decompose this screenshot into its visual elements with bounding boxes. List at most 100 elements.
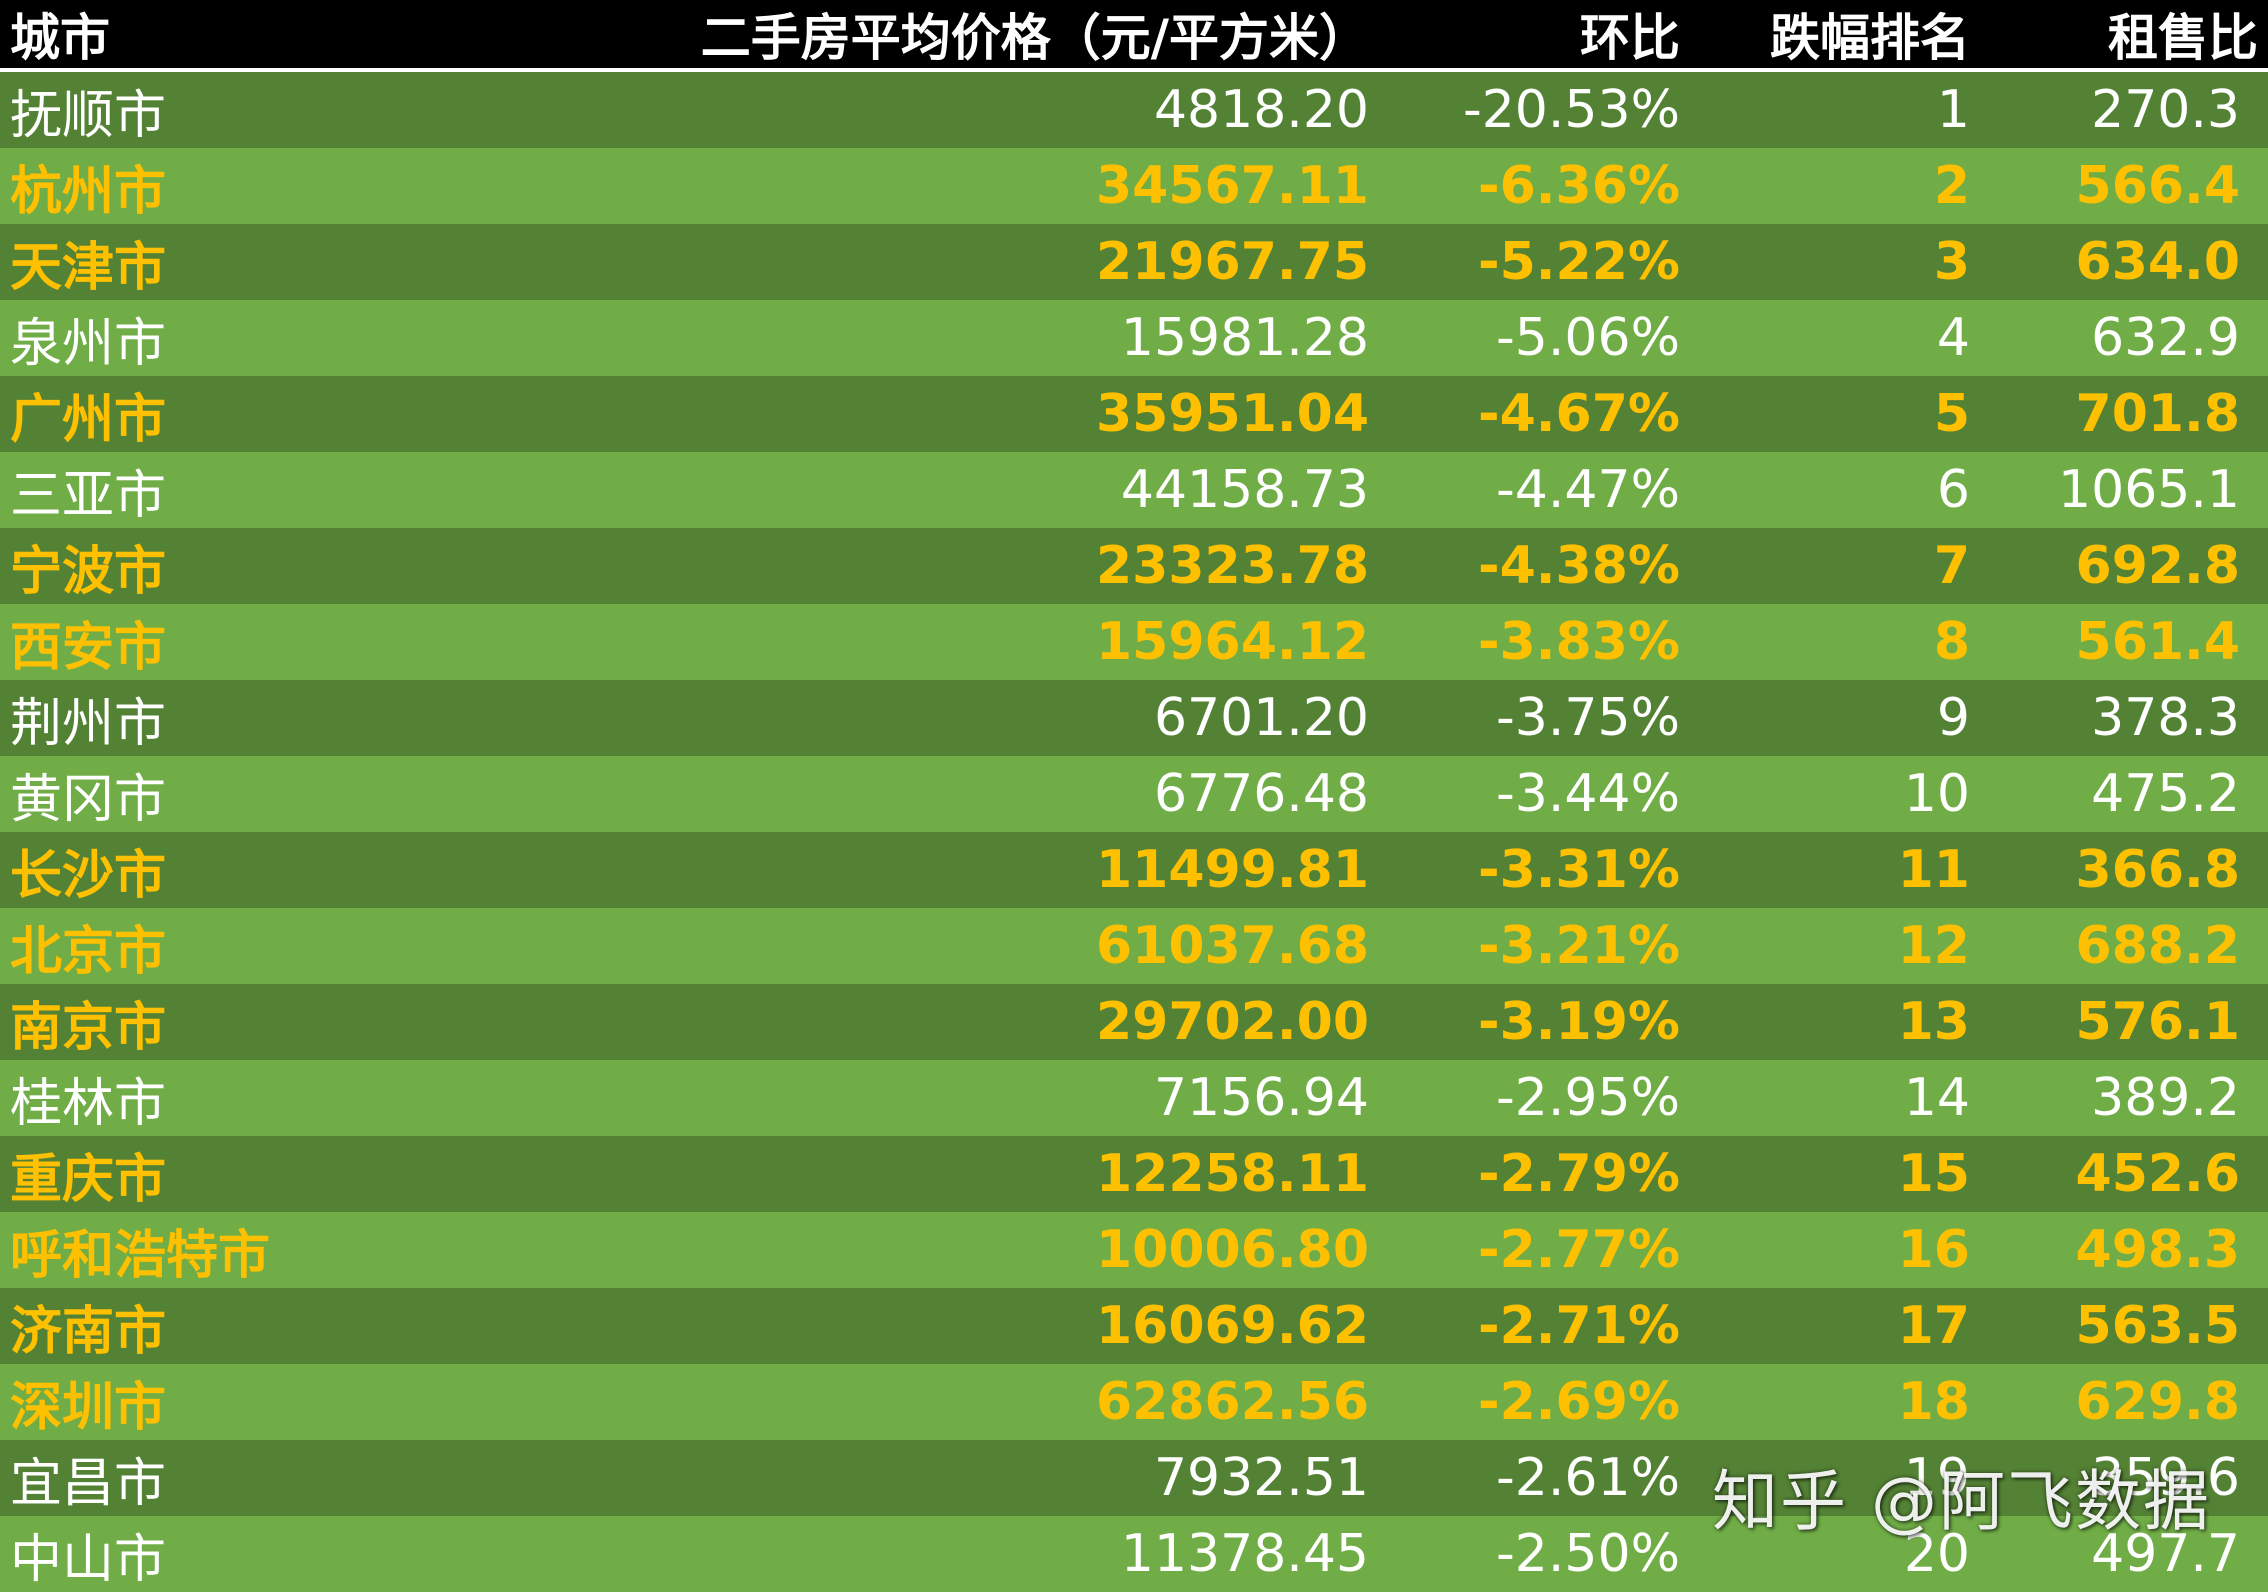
price-cell: 7156.94 <box>1153 1068 1369 1128</box>
table-row: 荆州市 6701.20 -3.75% 9 378.3 <box>0 680 2268 756</box>
mom-cell: -2.71% <box>1478 1296 1680 1356</box>
table-row: 泉州市 15981.28 -5.06% 4 632.9 <box>0 300 2268 376</box>
mom-cell: -3.21% <box>1478 916 1680 976</box>
rank-cell: 7 <box>1933 536 1970 596</box>
price-cell: 11499.81 <box>1095 840 1369 900</box>
mom-cell: -2.50% <box>1496 1524 1680 1584</box>
header-price: 二手房平均价格（元/平方米） <box>700 9 1369 67</box>
ratio-cell: 498.3 <box>2075 1220 2240 1280</box>
header-mom: 环比 <box>1580 9 1680 67</box>
ratio-cell: 270.3 <box>2091 80 2240 140</box>
rank-cell: 6 <box>1936 460 1970 520</box>
ratio-cell: 688.2 <box>2075 916 2240 976</box>
mom-cell: -5.06% <box>1496 308 1680 368</box>
rank-cell: 11 <box>1897 840 1970 900</box>
city-cell: 杭州市 <box>10 161 167 222</box>
price-cell: 7932.51 <box>1153 1448 1369 1508</box>
table-row: 重庆市 12258.11 -2.79% 15 452.6 <box>0 1136 2268 1212</box>
ratio-cell: 566.4 <box>2075 156 2240 216</box>
city-cell: 黄冈市 <box>10 769 167 830</box>
ratio-cell: 389.2 <box>2091 1068 2240 1128</box>
ratio-cell: 1065.1 <box>2058 460 2240 520</box>
ratio-cell: 452.6 <box>2075 1144 2240 1204</box>
rank-cell: 12 <box>1897 916 1970 976</box>
price-cell: 6701.20 <box>1153 688 1369 748</box>
city-cell: 桂林市 <box>10 1073 167 1134</box>
city-cell: 西安市 <box>10 617 167 678</box>
ratio-cell: 563.5 <box>2075 1296 2240 1356</box>
rank-cell: 3 <box>1933 232 1970 292</box>
ratio-cell: 561.4 <box>2075 612 2240 672</box>
city-cell: 长沙市 <box>10 845 167 906</box>
table-row: 三亚市 44158.73 -4.47% 6 1065.1 <box>0 452 2268 528</box>
mom-cell: -3.31% <box>1478 840 1680 900</box>
city-cell: 南京市 <box>10 997 167 1058</box>
ratio-cell: 497.7 <box>2091 1524 2240 1584</box>
price-cell: 61037.68 <box>1095 916 1369 976</box>
table-row: 桂林市 7156.94 -2.95% 14 389.2 <box>0 1060 2268 1136</box>
city-cell: 荆州市 <box>10 693 167 754</box>
mom-cell: -4.67% <box>1478 384 1680 444</box>
city-cell: 抚顺市 <box>10 85 167 146</box>
ratio-cell: 576.1 <box>2075 992 2240 1052</box>
rank-cell: 15 <box>1897 1144 1970 1204</box>
city-cell: 中山市 <box>10 1529 167 1590</box>
table-row: 深圳市 62862.56 -2.69% 18 629.8 <box>0 1364 2268 1440</box>
mom-cell: -6.36% <box>1478 156 1680 216</box>
table-body: 抚顺市 4818.20 -20.53% 1 270.3 杭州市 34567.11 -6.36%… <box>0 72 2268 1592</box>
price-cell: 35951.04 <box>1095 384 1369 444</box>
mom-cell: -3.44% <box>1496 764 1680 824</box>
city-cell: 济南市 <box>10 1301 167 1362</box>
table-row: 宁波市 23323.78 -4.38% 7 692.8 <box>0 528 2268 604</box>
rank-cell: 5 <box>1933 384 1970 444</box>
ratio-cell: 378.3 <box>2091 688 2240 748</box>
mom-cell: -20.53% <box>1462 80 1680 140</box>
price-cell: 21967.75 <box>1095 232 1369 292</box>
rank-cell: 9 <box>1936 688 1970 748</box>
city-cell: 北京市 <box>10 921 167 982</box>
rank-cell: 16 <box>1897 1220 1970 1280</box>
table-row: 天津市 21967.75 -5.22% 3 634.0 <box>0 224 2268 300</box>
rank-cell: 18 <box>1897 1372 1970 1432</box>
rank-cell: 19 <box>1903 1448 1970 1508</box>
city-cell: 重庆市 <box>10 1149 167 1210</box>
rank-cell: 10 <box>1903 764 1970 824</box>
city-cell: 天津市 <box>10 237 167 298</box>
rank-cell: 20 <box>1903 1524 1970 1584</box>
price-cell: 44158.73 <box>1120 460 1369 520</box>
price-cell: 15981.28 <box>1120 308 1369 368</box>
mom-cell: -4.47% <box>1496 460 1680 520</box>
ratio-cell: 366.8 <box>2075 840 2240 900</box>
price-cell: 62862.56 <box>1095 1372 1369 1432</box>
city-cell: 宁波市 <box>10 541 167 602</box>
city-cell: 宜昌市 <box>10 1453 167 1514</box>
watermark: 知乎 @阿飞数据 <box>1712 1463 2211 1540</box>
price-cell: 23323.78 <box>1095 536 1369 596</box>
city-cell: 呼和浩特市 <box>10 1225 271 1286</box>
ratio-cell: 701.8 <box>2075 384 2240 444</box>
price-cell: 29702.00 <box>1095 992 1369 1052</box>
price-cell: 15964.12 <box>1095 612 1369 672</box>
rank-cell: 17 <box>1897 1296 1970 1356</box>
price-cell: 10006.80 <box>1095 1220 1369 1280</box>
table-row: 黄冈市 6776.48 -3.44% 10 475.2 <box>0 756 2268 832</box>
table-row: 长沙市 11499.81 -3.31% 11 366.8 <box>0 832 2268 908</box>
header-city: 城市 <box>10 9 110 67</box>
table-row: 南京市 29702.00 -3.19% 13 576.1 <box>0 984 2268 1060</box>
table-row: 呼和浩特市 10006.80 -2.77% 16 498.3 <box>0 1212 2268 1288</box>
price-cell: 12258.11 <box>1095 1144 1369 1204</box>
mom-cell: -2.79% <box>1478 1144 1680 1204</box>
rank-cell: 4 <box>1936 308 1970 368</box>
header-ratio: 租售比 <box>2108 9 2258 67</box>
table-row: 抚顺市 4818.20 -20.53% 1 270.3 <box>0 72 2268 148</box>
header-rank: 跌幅排名 <box>1770 9 1970 67</box>
mom-cell: -3.83% <box>1478 612 1680 672</box>
mom-cell: -5.22% <box>1478 232 1680 292</box>
price-cell: 11378.45 <box>1120 1524 1369 1584</box>
table-row: 西安市 15964.12 -3.83% 8 561.4 <box>0 604 2268 680</box>
price-cell: 34567.11 <box>1095 156 1369 216</box>
mom-cell: -2.69% <box>1478 1372 1680 1432</box>
mom-cell: -2.77% <box>1478 1220 1680 1280</box>
table-header-row: 城市 二手房平均价格（元/平方米） 环比 跌幅排名 租售比 <box>0 0 2268 72</box>
